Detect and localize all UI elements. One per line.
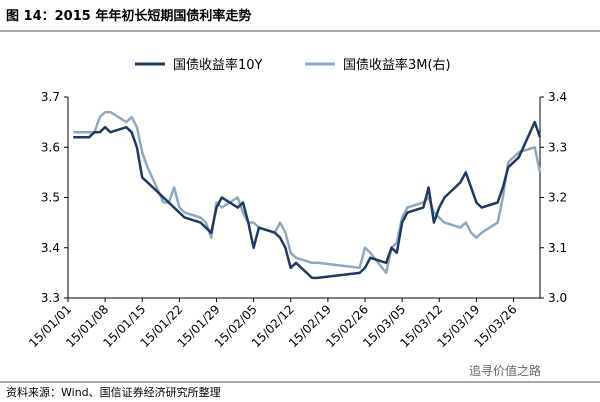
y2-tick-label: 3.0 <box>548 291 567 305</box>
legend-label: 国债收益率10Y <box>173 57 263 73</box>
series-line <box>73 110 542 275</box>
y-tick-label: 3.5 <box>41 191 60 205</box>
y2-tick-label: 3.4 <box>548 90 567 104</box>
y-tick-label: 3.4 <box>41 241 60 255</box>
y2-tick-label: 3.1 <box>548 241 567 255</box>
watermark: 追寻价值之路 <box>469 363 541 378</box>
source-note: 资料来源：Wind、国信证券经济研究所整理 <box>6 385 221 399</box>
series-line <box>73 120 542 280</box>
y-tick-label: 3.7 <box>41 90 60 104</box>
chart-title: 图 14：2015 年年初长短期国债利率走势 <box>6 8 251 24</box>
y-tick-label: 3.6 <box>41 140 60 154</box>
legend-label: 国债收益率3M(右) <box>343 57 451 73</box>
y-tick-label: 3.3 <box>41 291 60 305</box>
y2-tick-label: 3.3 <box>548 140 567 154</box>
y2-tick-label: 3.2 <box>548 191 567 205</box>
